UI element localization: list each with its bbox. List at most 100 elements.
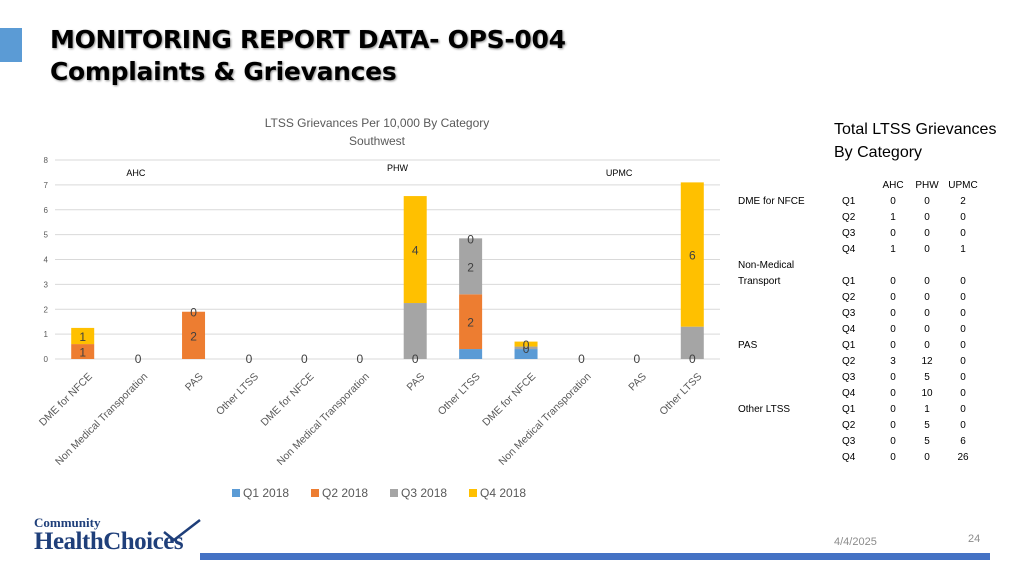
cell-ahc: 3 [890,356,896,367]
table-row: Q4 0 0 0 [738,324,980,340]
cell-phw: 1 [924,404,930,415]
cell-ahc: 0 [890,388,896,399]
table-row: Non-Medical [738,260,980,276]
data-label: 2 [467,316,474,330]
logo-line-1: Community [34,515,101,530]
title-line-1: MONITORING REPORT DATA- OPS-004 [50,25,566,54]
row-quarter: Q3 [842,308,856,319]
row-quarter: Q1 [842,404,856,415]
cell-phw: 10 [921,388,933,399]
category-label: Non Medical Transporation [275,371,372,468]
row-quarter: Q1 [842,340,856,351]
cell-upmc: 6 [960,436,966,447]
data-label: 2 [467,260,474,274]
row-category [738,244,842,260]
data-label: 1 [79,346,86,360]
cell-ahc: 1 [890,212,896,223]
category-label: Other LTSS [657,371,704,418]
bar-segment [182,311,206,359]
legend-label: Q1 2018 [243,486,289,500]
table-header-row: AHC PHW UPMC [738,180,980,196]
bar-segment [71,344,95,359]
header-upmc: UPMC [948,180,978,191]
table-row: Q3 0 5 6 [738,436,980,452]
row-quarter: Q2 [842,420,856,431]
table-row: PAS Q1 0 0 0 [738,340,980,356]
cell-phw [908,260,946,276]
bar-segment [459,294,483,350]
table-row: Q2 3 12 0 [738,356,980,372]
cell-phw: 0 [924,196,930,207]
cell-upmc: 0 [960,404,966,415]
y-tick-label: 0 [44,355,49,364]
y-tick-label: 4 [44,256,49,265]
cell-upmc: 1 [960,244,966,255]
row-category [738,212,842,228]
table-row: Q3 0 0 0 [738,308,980,324]
data-label: 0 [523,338,530,352]
table-row: Q2 0 5 0 [738,420,980,436]
table-title-line-2: By Category [834,144,923,161]
row-quarter: Q1 [842,196,856,207]
checkmark-icon [163,519,201,542]
grievance-table: AHC PHW UPMC DME for NFCE Q1 0 0 2 Q2 1 0 0 Q3 0 0 0… [738,180,980,468]
row-category [738,388,842,404]
page-number: 24 [968,533,981,545]
table-row: Q4 1 0 1 [738,244,980,260]
data-label: 0 [467,232,474,246]
row-category [738,356,842,372]
zero-label: 0 [689,352,696,366]
row-quarter: Q4 [842,452,856,463]
data-label: 1 [79,330,86,344]
cell-ahc: 0 [890,340,896,351]
cell-upmc: 0 [960,420,966,431]
table-row: Q2 1 0 0 [738,212,980,228]
row-category: Transport [738,276,781,287]
chart-title: LTSS Grievances Per 10,000 By Category [265,116,490,130]
bar-segment [403,303,427,359]
cell-ahc: 0 [890,276,896,287]
chart-subtitle: Southwest [349,134,406,148]
row-quarter: Q2 [842,292,856,303]
y-tick-label: 2 [44,305,49,314]
row-quarter: Q3 [842,436,856,447]
cell-phw: 0 [924,308,930,319]
cell-upmc: 0 [960,372,966,383]
legend-label: Q2 2018 [322,486,368,500]
category-label: Other LTSS [214,371,261,418]
cell-phw: 0 [924,244,930,255]
cell-upmc: 0 [960,356,966,367]
bar-segment [514,341,538,347]
cell-upmc: 0 [960,340,966,351]
title-line-2: Complaints & Grievances [50,57,397,86]
table-row: DME for NFCE Q1 0 0 2 [738,196,980,212]
y-tick-label: 1 [44,330,49,339]
group-label: AHC [126,168,146,178]
table-row: Q4 0 0 26 [738,452,980,468]
zero-label: 0 [634,352,641,366]
cell-ahc: 0 [890,452,896,463]
legend-label: Q4 2018 [480,486,526,500]
cell-upmc [946,260,980,276]
legend-label: Q3 2018 [401,486,447,500]
zero-label: 0 [301,352,308,366]
category-label: Other LTSS [436,371,483,418]
zero-label: 0 [412,352,419,366]
community-healthchoices-logo: Community HealthChoices [34,515,201,555]
zero-label: 0 [578,352,585,366]
bar-segment [680,182,704,327]
cell-phw: 5 [924,372,930,383]
bar-segment [71,327,95,345]
cell-ahc: 0 [890,196,896,207]
data-label: 4 [412,244,419,258]
cell-phw: 0 [924,276,930,287]
zero-label: 0 [356,352,363,366]
data-label: 6 [689,249,696,263]
row-quarter: Q1 [842,276,856,287]
y-tick-label: 5 [44,231,49,240]
cell-ahc: 0 [890,292,896,303]
row-quarter: Q3 [842,228,856,239]
category-label: PAS [183,371,206,394]
header-ahc: AHC [882,180,904,191]
legend-swatch [469,489,477,497]
